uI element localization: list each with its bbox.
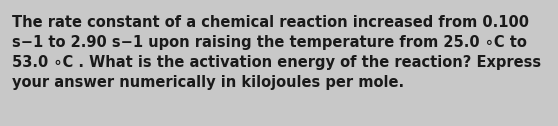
Text: The rate constant of a chemical reaction increased from 0.100
s−1 to 2.90 s−1 up: The rate constant of a chemical reaction…	[12, 15, 541, 90]
